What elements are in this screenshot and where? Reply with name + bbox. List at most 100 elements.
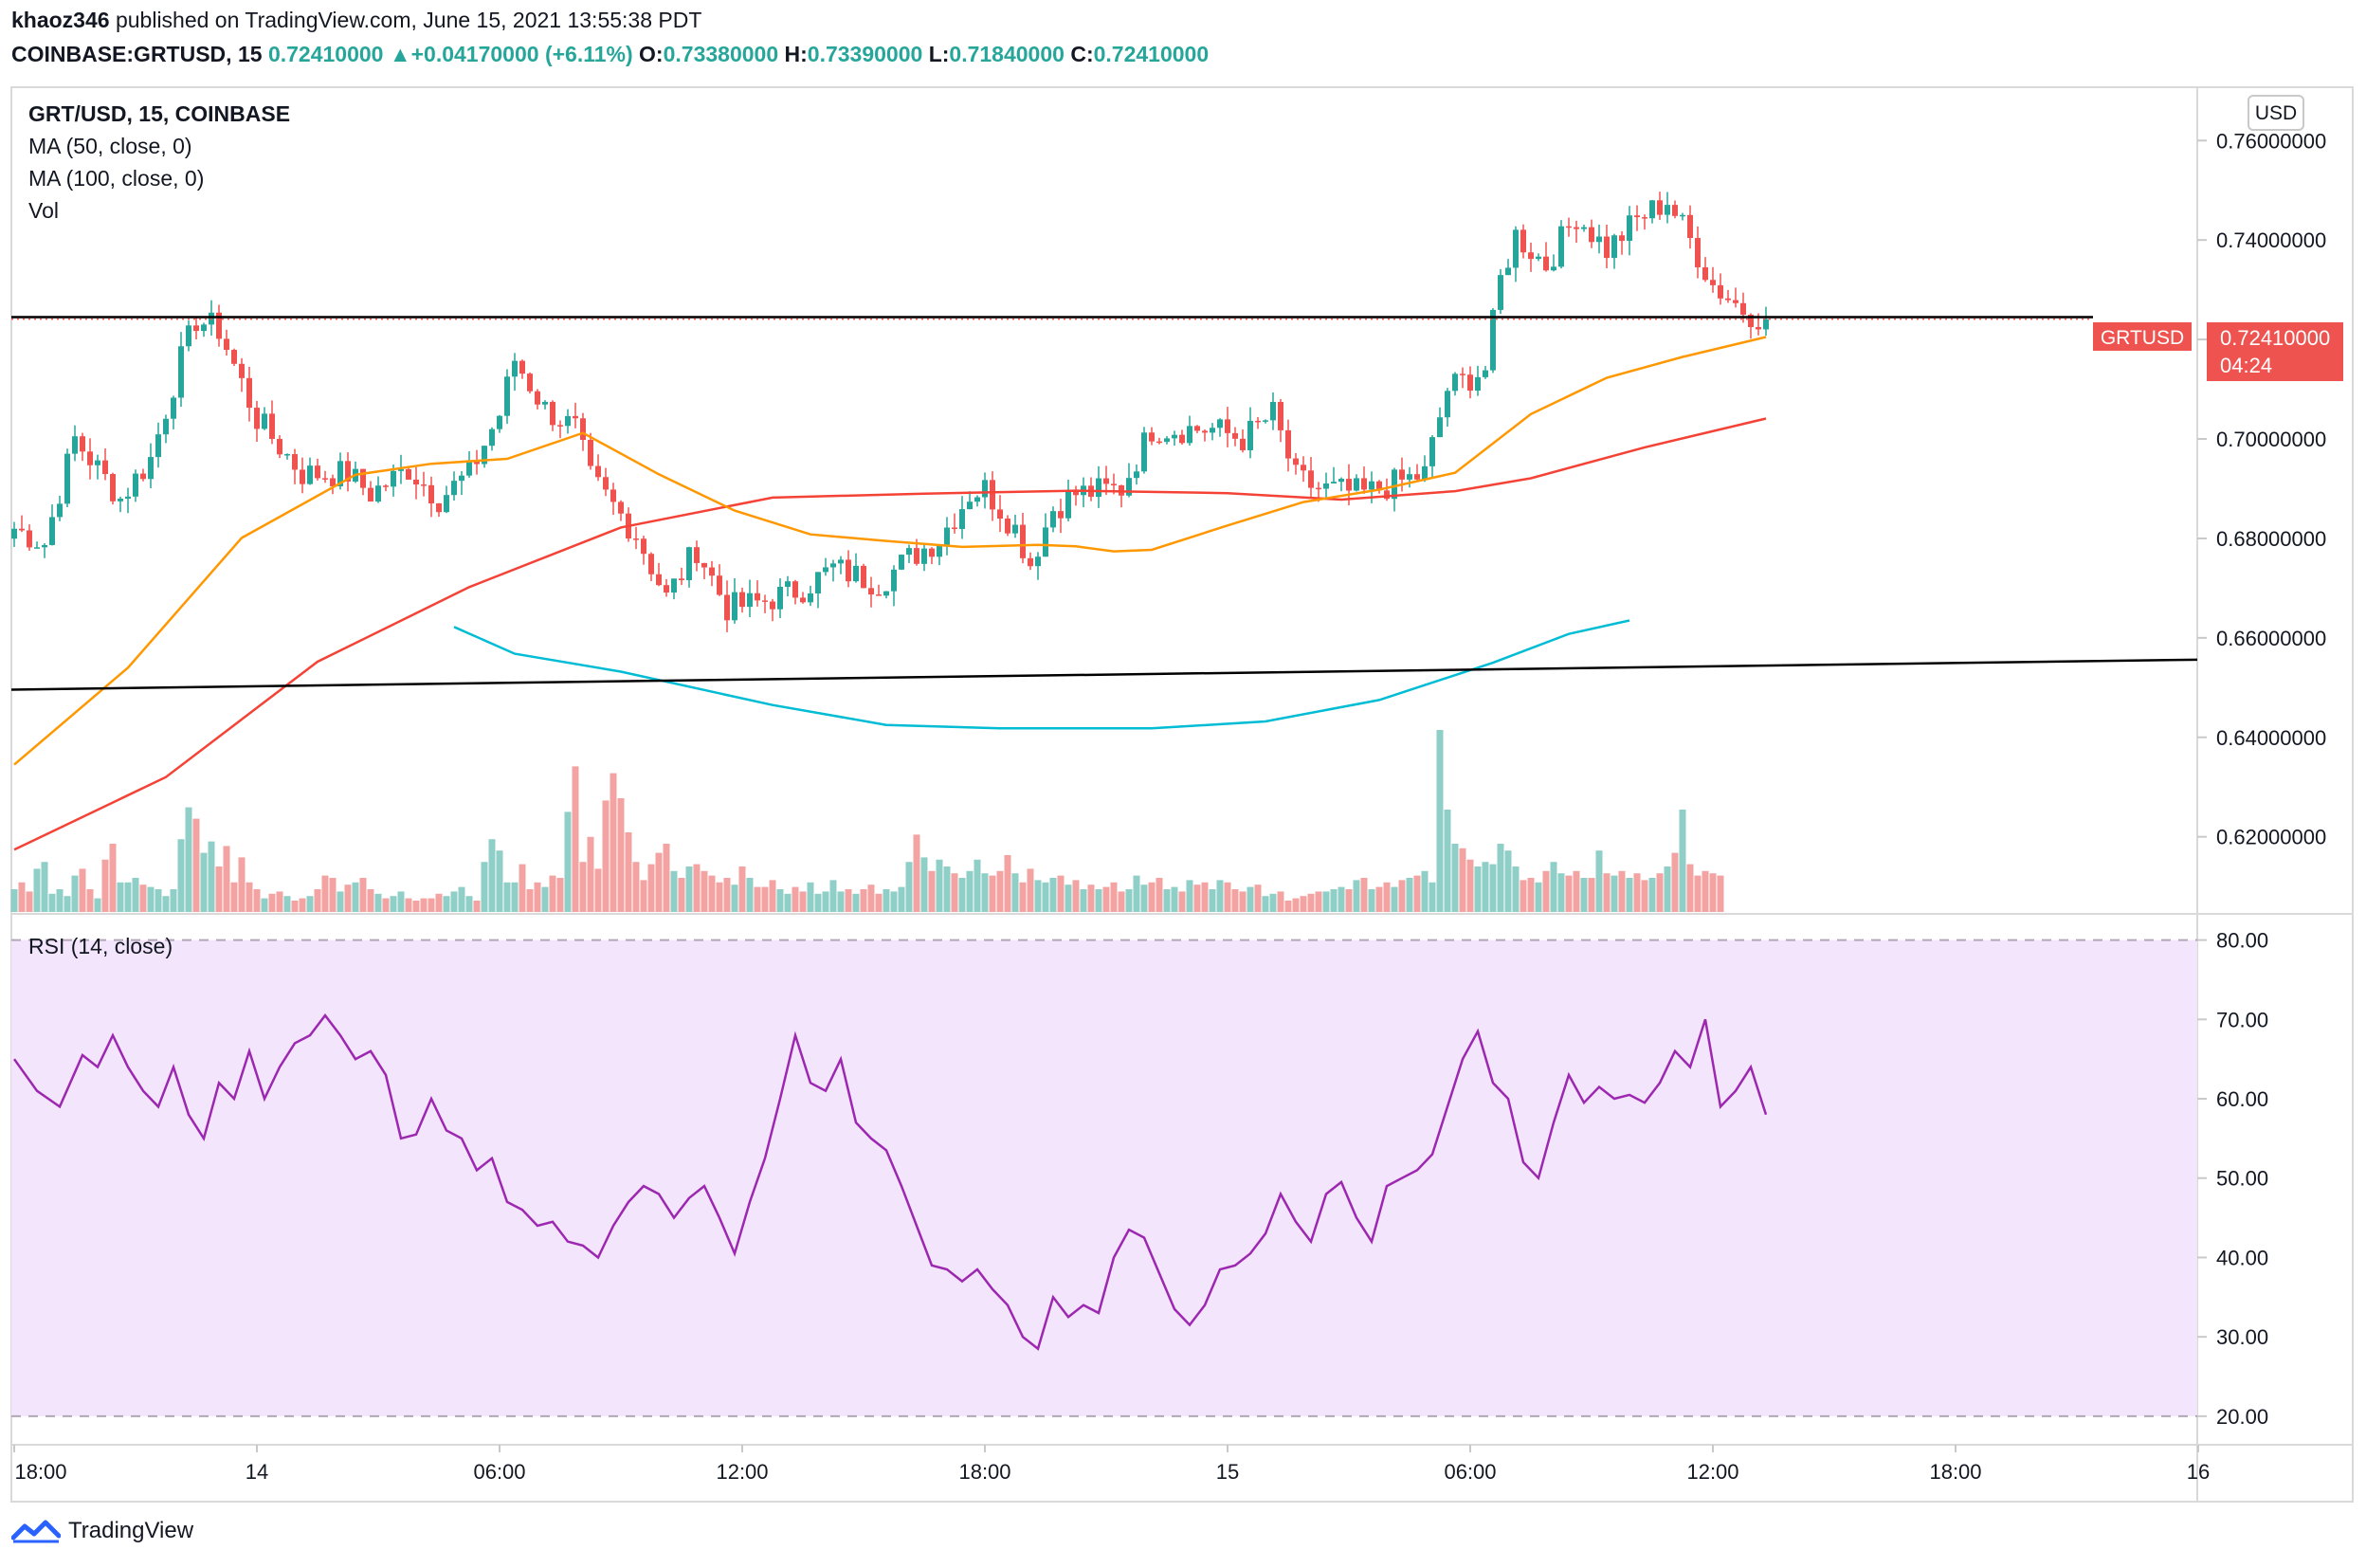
volume-bar bbox=[64, 896, 71, 912]
time-tick-label: 18:00 bbox=[14, 1460, 66, 1484]
low-label: L: bbox=[928, 42, 950, 66]
candle-body bbox=[603, 477, 609, 490]
volume-bar bbox=[996, 870, 1004, 912]
volume-bar bbox=[1019, 882, 1027, 912]
volume-bar bbox=[769, 880, 776, 912]
volume-bar bbox=[579, 862, 587, 912]
candle-body bbox=[1369, 481, 1374, 490]
candle-body bbox=[428, 484, 434, 503]
volume-bar bbox=[1277, 891, 1284, 912]
candle-body bbox=[1225, 419, 1230, 433]
support-trendline[interactable] bbox=[10, 658, 2198, 691]
candle-body bbox=[186, 325, 191, 347]
tradingview-branding[interactable]: TradingView bbox=[11, 1517, 193, 1545]
candle-body bbox=[997, 509, 1003, 520]
volume-bar bbox=[465, 896, 473, 912]
volume-bar bbox=[602, 800, 610, 912]
volume-bar bbox=[549, 875, 556, 912]
volume-bar bbox=[943, 866, 951, 912]
close-label: C: bbox=[1070, 42, 1094, 66]
price-tick-label: 0.66000000 bbox=[2216, 627, 2326, 650]
candle-body bbox=[709, 567, 715, 576]
candle-body bbox=[1490, 309, 1496, 371]
volume-bar bbox=[10, 889, 18, 912]
volume-bar bbox=[1459, 848, 1466, 912]
candle-body bbox=[413, 479, 419, 485]
volume-bar bbox=[48, 893, 56, 912]
volume-bar bbox=[1004, 855, 1011, 912]
candle-body bbox=[1528, 252, 1534, 260]
candle-body bbox=[838, 559, 844, 564]
time-axis: 18:00 14 06:00 12:00 18:00 15 06:00 12:00 18:00 1… bbox=[13, 1445, 2210, 1484]
volume-bar bbox=[1626, 878, 1633, 912]
candle-body bbox=[1354, 478, 1359, 491]
volume-bar bbox=[511, 882, 519, 912]
volume-bar bbox=[1550, 862, 1557, 912]
price-tick-label: 0.64000000 bbox=[2216, 726, 2326, 750]
candle-body bbox=[974, 497, 980, 502]
volume-bar bbox=[1603, 873, 1611, 912]
volume-bar bbox=[1709, 873, 1717, 912]
time-tick-label: 06:00 bbox=[473, 1460, 525, 1484]
candle-body bbox=[1331, 482, 1337, 483]
volume-bar bbox=[1201, 882, 1209, 912]
candle-body bbox=[944, 527, 950, 545]
volume-bar bbox=[26, 891, 33, 912]
volume-bar bbox=[1671, 852, 1679, 912]
time-tick-label: 06:00 bbox=[1444, 1460, 1496, 1484]
volume-bar bbox=[1292, 898, 1300, 912]
candle-body bbox=[307, 465, 313, 484]
candle-body bbox=[1028, 557, 1033, 567]
volume-bar bbox=[435, 893, 443, 912]
volume-bar bbox=[867, 884, 875, 912]
time-tick-label: 16 bbox=[2187, 1460, 2210, 1484]
volume-bar bbox=[1140, 884, 1148, 912]
publish-info: khaoz346 published on TradingView.com, J… bbox=[11, 8, 701, 33]
candle-body bbox=[1278, 401, 1283, 430]
candle-body bbox=[254, 408, 260, 429]
volume-bar bbox=[1512, 866, 1520, 912]
volume-bar bbox=[261, 898, 268, 912]
volume-bar bbox=[291, 901, 299, 912]
rsi-tick-label: 30.00 bbox=[2216, 1325, 2268, 1349]
candle-body bbox=[1574, 227, 1579, 229]
candle-body bbox=[565, 415, 571, 427]
volume-bar bbox=[1027, 868, 1034, 912]
volume-bar bbox=[890, 891, 898, 912]
rsi-tick-label: 60.00 bbox=[2216, 1087, 2268, 1111]
volume-bar bbox=[1421, 870, 1429, 912]
candle-body bbox=[19, 528, 25, 531]
candle-body bbox=[1247, 420, 1253, 450]
legend-ma100: MA (100, close, 0) bbox=[28, 166, 204, 191]
candle-body bbox=[118, 499, 123, 501]
volume-bar bbox=[784, 893, 792, 912]
volume-bar bbox=[1702, 870, 1709, 912]
volume-bar bbox=[1262, 896, 1269, 912]
candle-body bbox=[1399, 469, 1405, 480]
volume-bar bbox=[799, 891, 807, 912]
candle-body bbox=[1536, 256, 1541, 260]
candle-body bbox=[1627, 215, 1632, 242]
volume-bar bbox=[230, 882, 238, 912]
volume-bar bbox=[541, 886, 549, 912]
volume-bar bbox=[1611, 875, 1618, 912]
candle-body bbox=[224, 338, 229, 351]
volume-bar bbox=[1383, 882, 1391, 912]
candle-body bbox=[1285, 429, 1291, 459]
candle-body bbox=[1422, 465, 1428, 480]
candle-body bbox=[1111, 483, 1117, 485]
volume-bar bbox=[913, 834, 920, 912]
volume-bar bbox=[488, 839, 496, 912]
volume-bar bbox=[1444, 810, 1451, 912]
candle-body bbox=[732, 592, 737, 621]
volume-bar bbox=[1300, 896, 1307, 912]
volume-bar bbox=[1322, 891, 1330, 912]
volume-bar bbox=[1216, 880, 1224, 912]
candle-body bbox=[436, 502, 442, 513]
candle-body bbox=[899, 555, 904, 570]
currency-button[interactable] bbox=[2248, 95, 2304, 131]
candle-body bbox=[1149, 432, 1155, 442]
volume-bar bbox=[1148, 882, 1156, 912]
candle-body bbox=[535, 391, 540, 405]
